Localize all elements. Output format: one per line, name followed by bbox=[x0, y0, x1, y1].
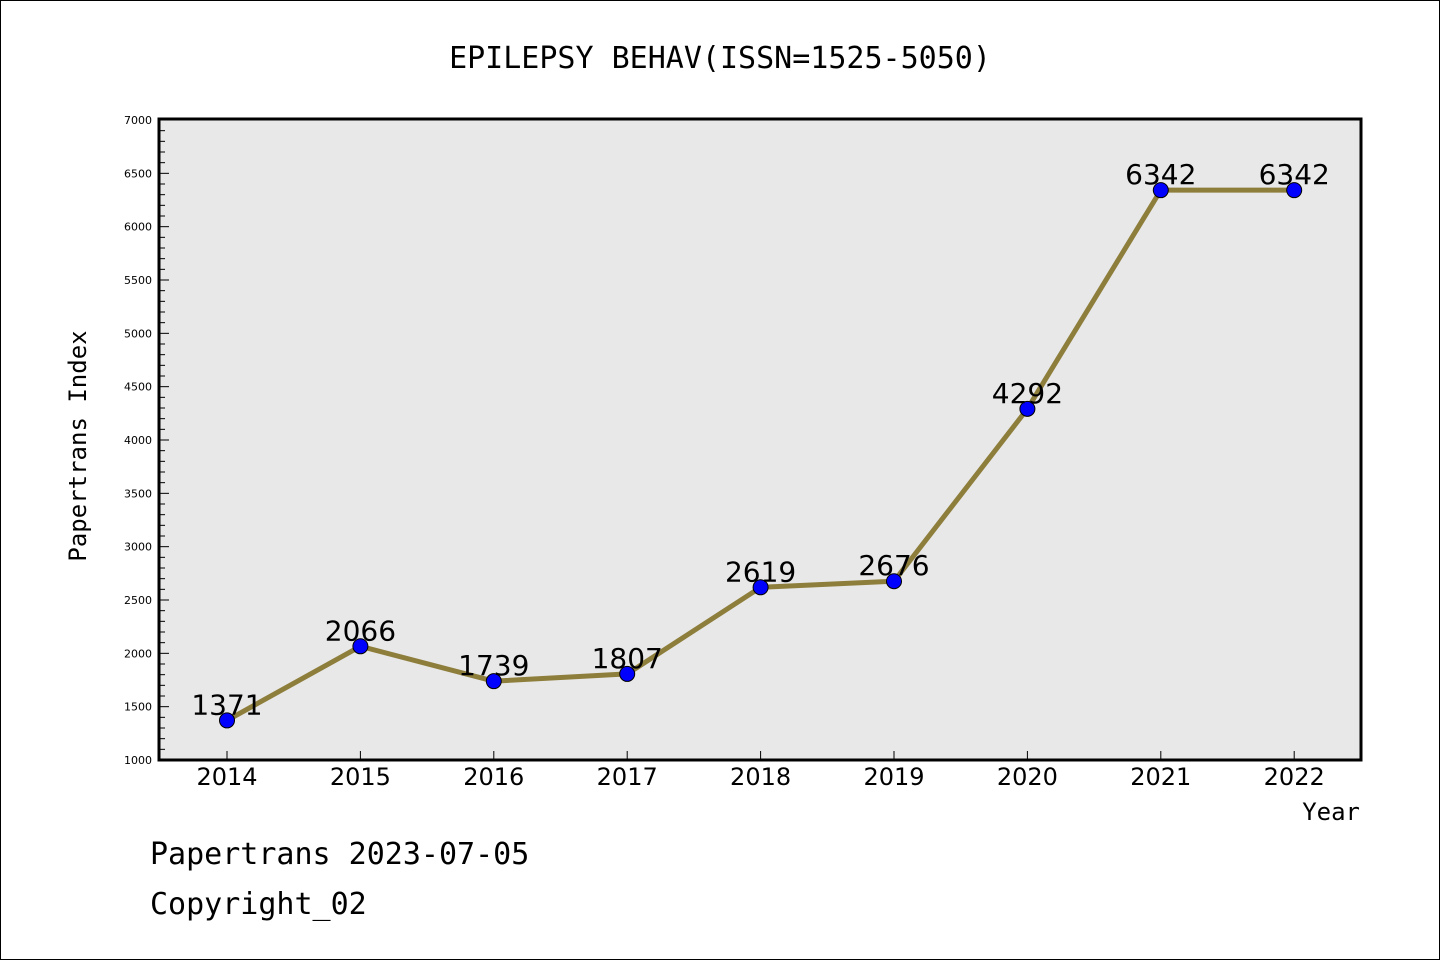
data-point bbox=[1286, 182, 1303, 199]
x-tick-label: 2018 bbox=[730, 763, 791, 791]
footer-copyright: Copyright_02 bbox=[150, 887, 367, 922]
y-tick-label: 4500 bbox=[124, 381, 152, 394]
data-label: 1371 bbox=[191, 688, 262, 721]
data-label: 2676 bbox=[858, 549, 929, 582]
data-label: 6342 bbox=[1125, 158, 1196, 191]
y-tick-label: 7000 bbox=[124, 114, 152, 127]
data-point bbox=[1152, 182, 1169, 199]
data-point bbox=[352, 638, 369, 655]
data-point bbox=[485, 673, 502, 690]
data-point bbox=[752, 579, 769, 596]
data-label: 2619 bbox=[725, 555, 796, 588]
x-tick-label: 2022 bbox=[1264, 763, 1325, 791]
x-tick-label: 2016 bbox=[463, 763, 524, 791]
data-point bbox=[619, 665, 636, 682]
y-tick-label: 2500 bbox=[124, 594, 152, 607]
x-tick-label: 2017 bbox=[597, 763, 658, 791]
series: 1371 2066 1739 1807 2619 2676 4292 6342 6342 bbox=[191, 158, 1330, 729]
data-point bbox=[219, 712, 235, 729]
y-tick-label: 5500 bbox=[124, 274, 152, 287]
y-tick-label: 3500 bbox=[124, 487, 152, 500]
y-tick-label: 6500 bbox=[124, 167, 152, 180]
y-tick-label: 3000 bbox=[124, 541, 152, 554]
y-axis-label: Papertrans Index bbox=[64, 330, 92, 561]
data-point bbox=[1019, 400, 1036, 417]
x-tick-label: 2015 bbox=[330, 763, 391, 791]
x-axis: 2014 2015 2016 2017 2018 2019 2020 2021 2022 bbox=[196, 751, 1325, 791]
x-tick-label: 2020 bbox=[997, 763, 1058, 791]
x-tick-label: 2014 bbox=[196, 763, 257, 791]
footer-date: Papertrans 2023-07-05 bbox=[150, 837, 529, 872]
data-label: 1739 bbox=[458, 649, 529, 682]
x-tick-label: 2021 bbox=[1130, 763, 1191, 791]
chart-title: EPILEPSY BEHAV(ISSN=1525-5050) bbox=[449, 41, 991, 76]
y-tick-label: 1000 bbox=[124, 754, 152, 767]
y-tick-label: 1500 bbox=[124, 701, 152, 714]
data-point bbox=[886, 573, 902, 590]
y-tick-label: 4000 bbox=[124, 434, 152, 447]
y-axis: 1000 1500 2000 2500 3000 3500 4000 4500 5000 5500… bbox=[124, 114, 169, 767]
y-tick-label: 5000 bbox=[124, 327, 152, 340]
data-label: 6342 bbox=[1259, 158, 1330, 191]
x-tick-label: 2019 bbox=[863, 763, 924, 791]
data-label: 4292 bbox=[992, 377, 1063, 410]
data-label: 2066 bbox=[325, 614, 396, 647]
plot-area bbox=[157, 117, 1363, 762]
y-tick-label: 2000 bbox=[124, 647, 152, 660]
y-tick-label: 6000 bbox=[124, 221, 152, 234]
x-axis-label: Year bbox=[1302, 798, 1360, 826]
data-label: 1807 bbox=[592, 642, 663, 675]
